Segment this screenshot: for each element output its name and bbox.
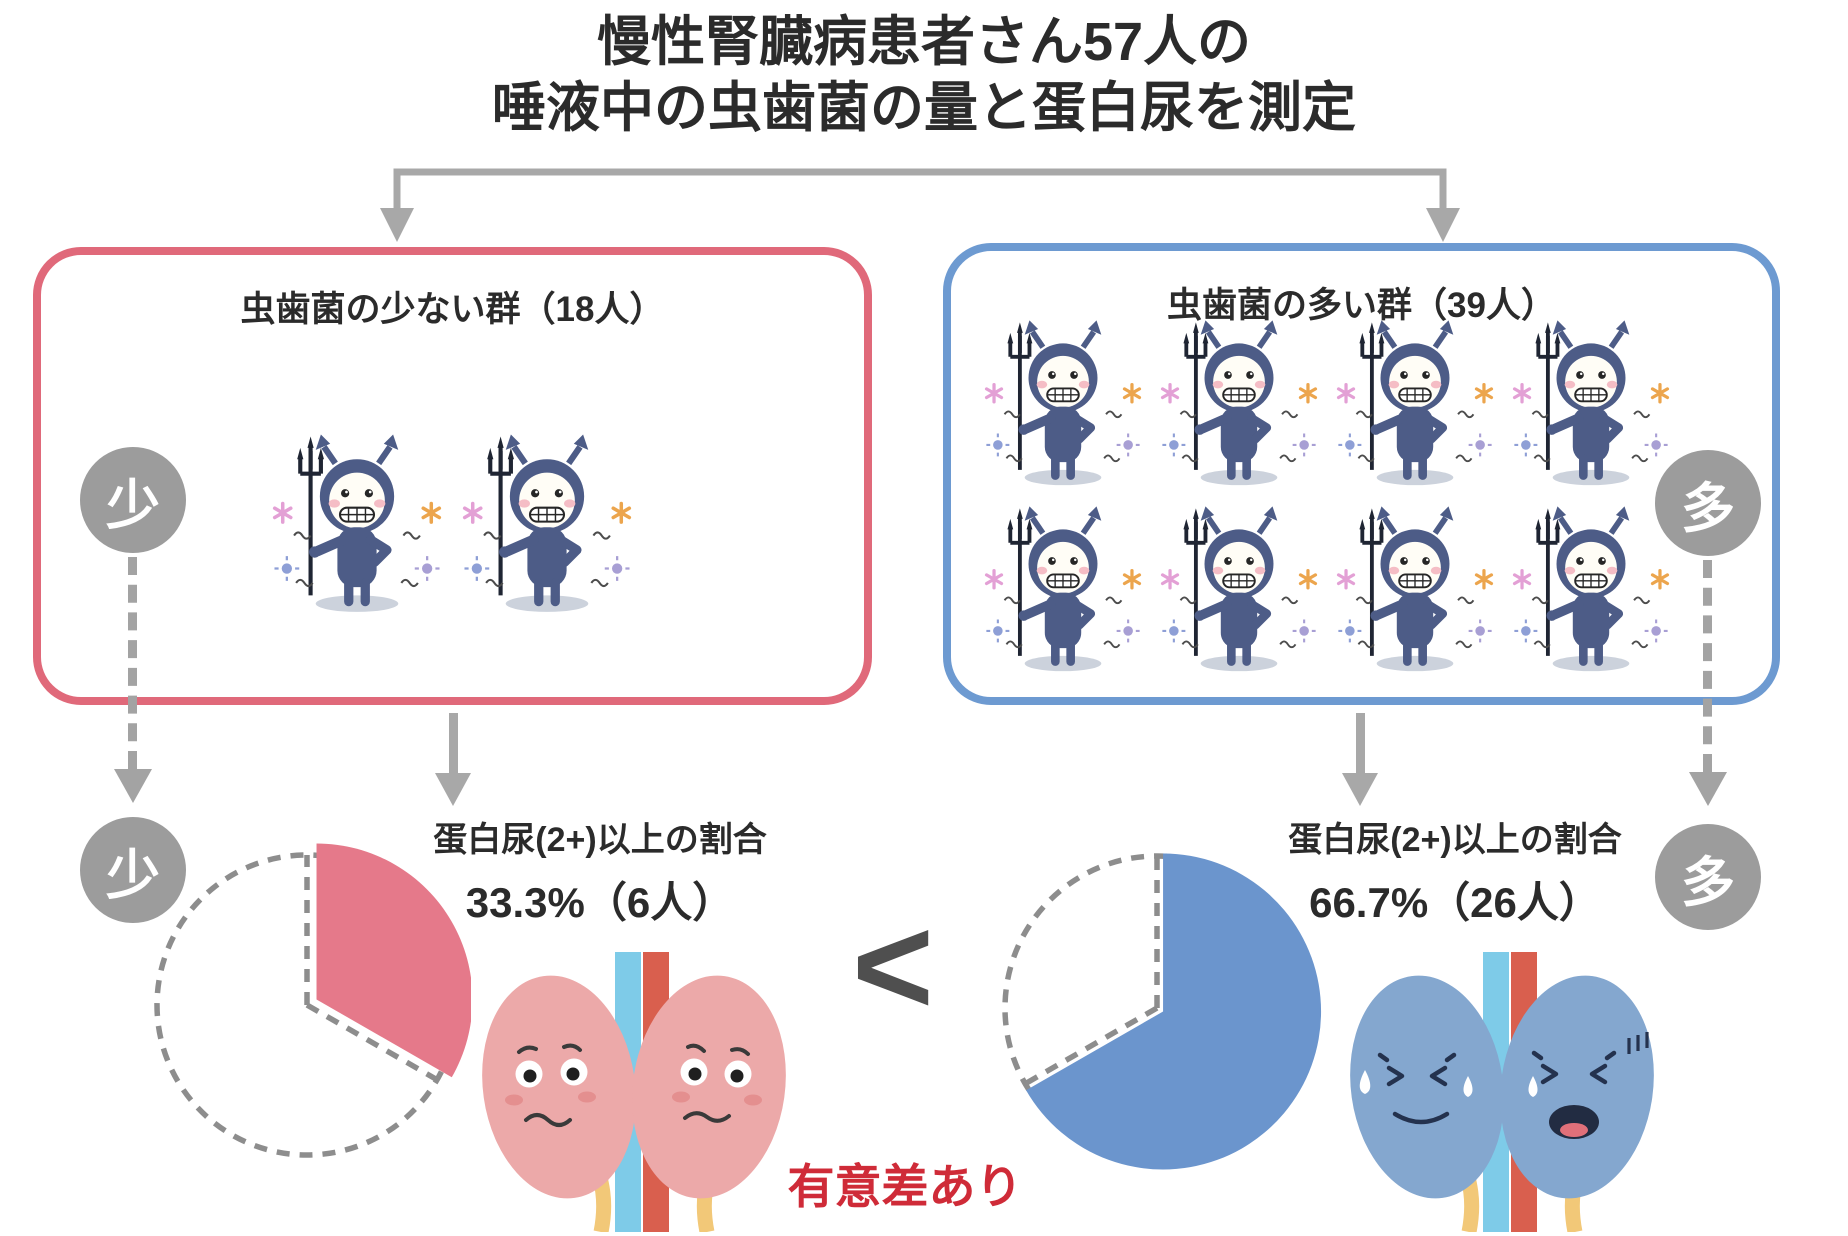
cavity-germ-devil-character	[269, 420, 445, 616]
badge-few: 少	[80, 447, 186, 553]
result-text-low: 蛋白尿(2+)以上の割合 33.3%（6人）	[340, 812, 860, 930]
badge-many: 多	[1655, 824, 1761, 930]
down-arrow-icon	[435, 713, 471, 806]
badge-few: 少	[80, 817, 186, 923]
title-line-2: 唾液中の虫歯菌の量と蛋白尿を測定	[492, 77, 1356, 138]
result-label-low: 蛋白尿(2+)以上の割合	[433, 821, 767, 859]
cavity-germ-devil-character	[1157, 493, 1321, 675]
page-title: 慢性腎臓病患者さん57人の 唾液中の虫歯菌の量と蛋白尿を測定	[0, 10, 1848, 142]
less-than-symbol: <	[852, 887, 934, 1044]
result-text-high: 蛋白尿(2+)以上の割合 66.7%（26人）	[1195, 812, 1715, 930]
group-label-low: 虫歯菌の少ない群（18人）	[240, 290, 665, 329]
pie-chart-low	[154, 843, 471, 1158]
title-line-1: 慢性腎臓病患者さん57人の	[596, 12, 1252, 72]
cavity-germ-devil-character	[981, 307, 1145, 489]
cavity-germ-devil-character	[1333, 493, 1497, 675]
kidneys-worried-illustration	[482, 952, 786, 1232]
pie-chart-high	[1002, 853, 1322, 1170]
down-arrow-icon	[380, 208, 414, 242]
cavity-germ-devil-character	[1509, 493, 1673, 675]
group-box-high-bacteria: 虫歯菌の多い群（39人）	[943, 243, 1780, 705]
cavity-germ-devil-character	[1509, 307, 1673, 489]
devil-characters-high	[981, 307, 1677, 677]
cavity-germ-devil-character	[1157, 307, 1321, 489]
cavity-germ-devil-character	[981, 493, 1145, 675]
group-label-high: 虫歯菌の多い群（39人）	[1167, 286, 1556, 325]
cavity-germ-devil-character	[1333, 307, 1497, 489]
result-value-low: 33.3%（6人）	[465, 879, 735, 926]
down-arrow-icon	[1342, 713, 1378, 806]
cavity-germ-devil-character	[459, 420, 635, 616]
down-arrow-icon	[1426, 208, 1460, 242]
badge-many: 多	[1655, 450, 1761, 556]
dashed-down-arrow-icon	[114, 557, 152, 803]
dashed-down-arrow-icon	[1689, 560, 1727, 806]
result-value-high: 66.7%（26人）	[1309, 879, 1601, 926]
result-label-high: 蛋白尿(2+)以上の割合	[1288, 821, 1622, 859]
kidneys-crying-illustration	[1350, 952, 1654, 1232]
significance-note: 有意差あり	[787, 1160, 1023, 1213]
devil-characters-low	[269, 420, 635, 616]
